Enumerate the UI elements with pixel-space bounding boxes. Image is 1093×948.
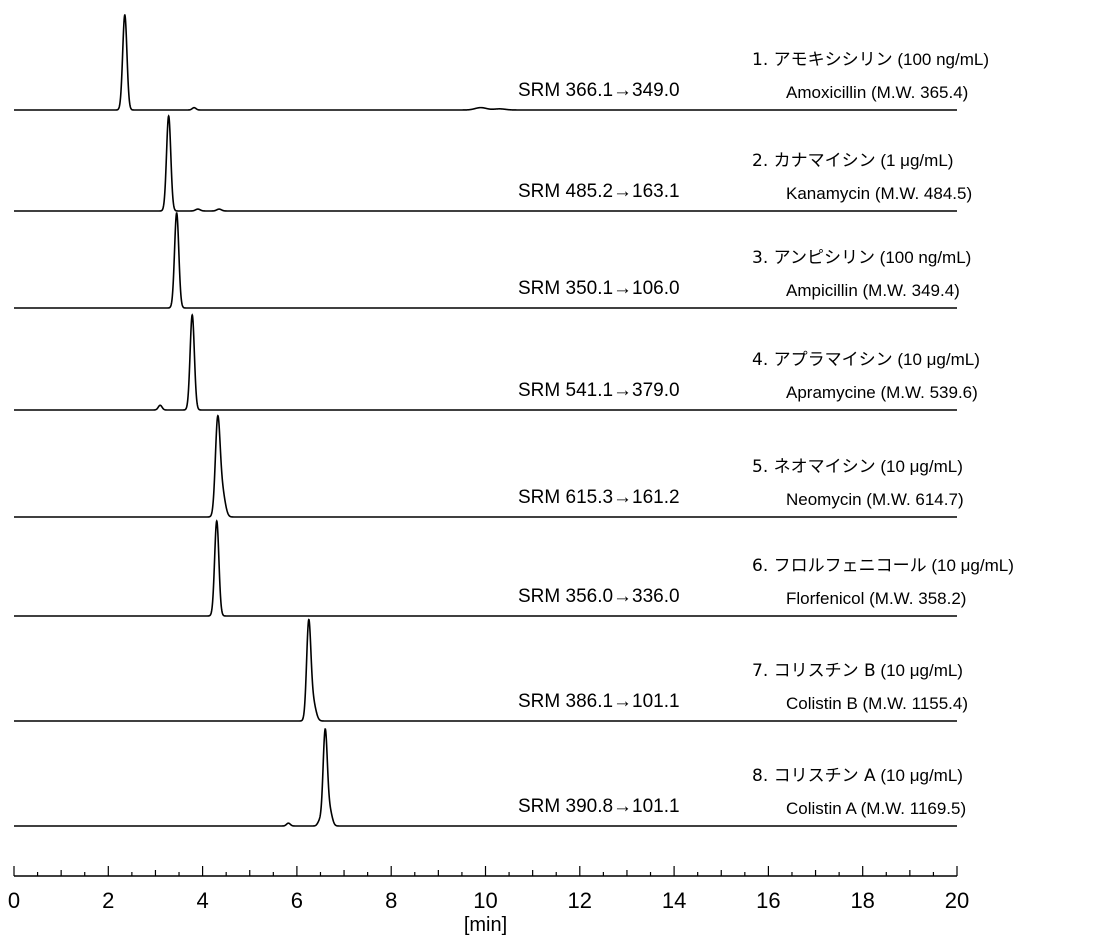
compound-jp-name-3: 3. アンピシリン — [752, 248, 875, 268]
x-tick-label: 18 — [850, 888, 875, 913]
srm-label-5: SRM 615.3→161.2 — [518, 487, 680, 508]
compound-label-4: 4. アプラマイシン (10 μg/mL) — [752, 351, 980, 369]
x-tick-label: 16 — [756, 888, 781, 913]
compound-label-2: 2. カナマイシン (1 μg/mL) — [752, 152, 953, 170]
x-tick-label: 20 — [944, 888, 970, 913]
srm-label-1: SRM 366.1→349.0 — [518, 80, 680, 101]
trace-line-4 — [14, 313, 957, 411]
compound-concentration-3: (100 ng/mL) — [874, 248, 972, 267]
compound-concentration-1: (100 ng/mL) — [892, 50, 990, 69]
compound-concentration-2: (1 μg/mL) — [875, 151, 954, 170]
compound-jp-name-4: 4. アプラマイシン — [752, 350, 893, 370]
compound-concentration-5: (10 μg/mL) — [875, 457, 963, 476]
trace-line-5 — [14, 414, 957, 518]
srm-label-4: SRM 541.1→379.0 — [518, 380, 680, 401]
compound-label-6: 6. フロルフェニコール (10 μg/mL) — [752, 557, 1014, 575]
compound-en-name-1: Amoxicillin (M.W. 365.4) — [786, 83, 969, 102]
trace-line-2 — [14, 114, 957, 212]
compound-en-name-5: Neomycin (M.W. 614.7) — [786, 490, 964, 509]
compound-jp-name-6: 6. フロルフェニコール — [752, 556, 927, 576]
x-tick-label: 0 — [7, 888, 21, 913]
trace-line-6 — [14, 519, 957, 617]
compound-en-name-4: Apramycine (M.W. 539.6) — [786, 383, 978, 402]
x-tick-label: 4 — [196, 888, 209, 913]
compound-label-1: 1. アモキシシリン (100 ng/mL) — [752, 51, 989, 69]
trace-line-3 — [14, 212, 957, 309]
compound-label-7: 7. コリスチン B (10 μg/mL) — [752, 662, 963, 680]
compound-en-name-3: Ampicillin (M.W. 349.4) — [786, 281, 960, 300]
x-tick-label: 6 — [290, 888, 304, 913]
srm-label-6: SRM 356.0→336.0 — [518, 586, 680, 607]
compound-label-5: 5. ネオマイシン (10 μg/mL) — [752, 458, 963, 476]
srm-label-8: SRM 390.8→101.1 — [518, 796, 680, 817]
compound-en-name-7: Colistin B (M.W. 1155.4) — [786, 694, 969, 713]
compound-en-name-6: Florfenicol (M.W. 358.2) — [786, 589, 967, 608]
compound-jp-name-5: 5. ネオマイシン — [752, 457, 876, 477]
x-tick-label: 10 — [473, 888, 498, 913]
compound-jp-name-7: 7. コリスチン B — [752, 661, 876, 681]
trace-line-1 — [14, 14, 957, 111]
compound-jp-name-1: 1. アモキシシリン — [752, 50, 893, 70]
compound-jp-name-2: 2. カナマイシン — [752, 151, 876, 171]
srm-label-7: SRM 386.1→101.1 — [518, 691, 680, 712]
x-tick-label: 2 — [102, 888, 115, 913]
compound-label-8: 8. コリスチン A (10 μg/mL) — [752, 767, 963, 785]
compound-en-name-2: Kanamycin (M.W. 484.5) — [786, 184, 973, 203]
compound-concentration-8: (10 μg/mL) — [875, 766, 963, 785]
srm-label-2: SRM 485.2→163.1 — [518, 181, 680, 202]
x-axis-label: [min] — [463, 914, 508, 936]
x-tick-label: 12 — [567, 888, 593, 913]
trace-line-8 — [14, 728, 957, 827]
compound-jp-name-8: 8. コリスチン A — [752, 766, 876, 786]
compound-concentration-4: (10 μg/mL) — [892, 350, 980, 369]
x-tick-label: 14 — [661, 888, 687, 913]
compound-en-name-8: Colistin A (M.W. 1169.5) — [786, 799, 967, 818]
compound-concentration-7: (10 μg/mL) — [875, 661, 963, 680]
compound-concentration-6: (10 μg/mL) — [926, 556, 1014, 575]
compound-label-3: 3. アンピシリン (100 ng/mL) — [752, 249, 971, 267]
trace-line-7 — [14, 618, 957, 722]
x-tick-label: 8 — [385, 888, 398, 913]
srm-label-3: SRM 350.1→106.0 — [518, 278, 680, 299]
